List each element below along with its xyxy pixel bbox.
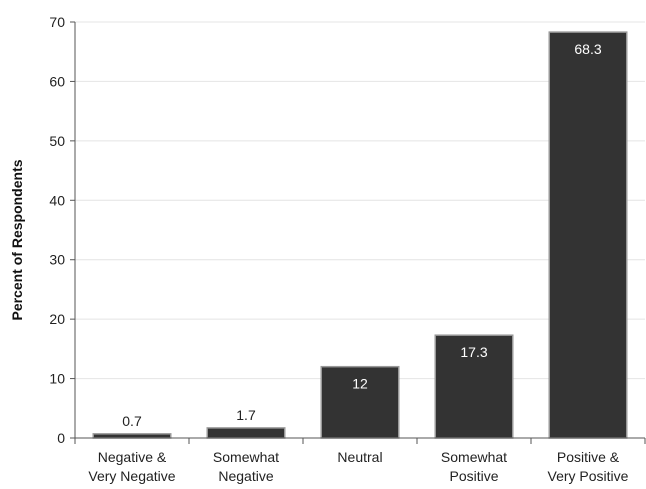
y-tick-label: 50 bbox=[49, 133, 65, 149]
x-category-label-line: Very Negative bbox=[88, 468, 175, 484]
x-category-label-line: Positive bbox=[449, 468, 498, 484]
x-category-label-line: Very Positive bbox=[548, 468, 629, 484]
data-label: 12 bbox=[352, 376, 368, 392]
x-category-label: Somewhat Positive bbox=[441, 449, 507, 484]
y-tick-label: 40 bbox=[49, 192, 65, 208]
y-axis-title: Percent of Respondents bbox=[9, 159, 25, 320]
y-tick-label: 60 bbox=[49, 73, 65, 89]
data-label: 68.3 bbox=[574, 41, 601, 57]
y-tick-label: 20 bbox=[49, 311, 65, 327]
x-category-label: Positive & Very Positive bbox=[548, 449, 629, 484]
x-category-label-line: Negative bbox=[218, 468, 273, 484]
x-category-label-line: Positive & bbox=[557, 449, 620, 465]
bar bbox=[206, 427, 286, 439]
y-tick-label: 70 bbox=[49, 14, 65, 30]
x-category-label-line: Somewhat bbox=[213, 449, 279, 465]
bar bbox=[320, 365, 400, 439]
bar bbox=[548, 31, 628, 439]
data-label: 0.7 bbox=[122, 413, 142, 429]
data-label: 17.3 bbox=[460, 344, 487, 360]
y-axis: 0 10 20 30 40 50 60 70 bbox=[49, 14, 76, 446]
x-category-label-line: Negative & bbox=[98, 449, 167, 465]
x-category-label: Neutral bbox=[337, 449, 382, 465]
x-category-label-line: Neutral bbox=[337, 449, 382, 465]
bar bbox=[434, 334, 514, 439]
gridlines bbox=[75, 21, 645, 380]
x-axis: Negative & Very Negative Somewhat Negative N… bbox=[74, 437, 646, 484]
x-category-label-line: Somewhat bbox=[441, 449, 507, 465]
x-category-label: Negative & Very Negative bbox=[88, 449, 175, 484]
y-tick-label: 0 bbox=[57, 430, 65, 446]
data-labels: 0.7 1.7 12 17.3 68.3 bbox=[122, 41, 602, 429]
bars bbox=[92, 31, 628, 439]
data-label: 1.7 bbox=[236, 407, 256, 423]
bar bbox=[92, 433, 172, 439]
y-tick-label: 30 bbox=[49, 252, 65, 268]
y-tick-label: 10 bbox=[49, 371, 65, 387]
x-category-label: Somewhat Negative bbox=[213, 449, 279, 484]
